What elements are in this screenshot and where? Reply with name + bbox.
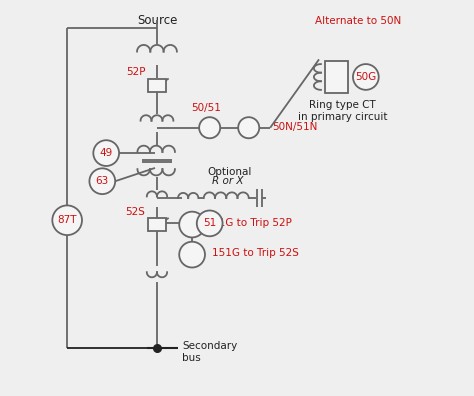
Bar: [148, 78, 165, 92]
Circle shape: [93, 140, 119, 166]
Bar: [148, 218, 165, 231]
Text: 50G: 50G: [355, 72, 376, 82]
Circle shape: [199, 117, 220, 138]
Text: 63: 63: [96, 176, 109, 186]
Text: Source: Source: [137, 15, 177, 27]
Text: Optional: Optional: [207, 167, 251, 177]
Circle shape: [353, 64, 379, 90]
Text: 49: 49: [100, 148, 113, 158]
Text: Secondary
bus: Secondary bus: [182, 341, 237, 363]
Circle shape: [90, 168, 115, 194]
Text: Alternate to 50N: Alternate to 50N: [315, 17, 401, 27]
Text: 51: 51: [203, 218, 216, 228]
Text: R or X: R or X: [212, 176, 243, 186]
Text: Ring type CT
in primary circuit: Ring type CT in primary circuit: [298, 101, 387, 122]
Text: 151G to Trip 52S: 151G to Trip 52S: [211, 248, 299, 259]
Circle shape: [238, 117, 259, 138]
Text: 52S: 52S: [126, 207, 146, 217]
Circle shape: [179, 212, 205, 238]
Text: 50N/51N: 50N/51N: [272, 122, 318, 132]
Bar: [325, 61, 348, 93]
Text: 52P: 52P: [126, 67, 145, 77]
Text: 51G to Trip 52P: 51G to Trip 52P: [211, 218, 292, 228]
Text: 87T: 87T: [57, 215, 77, 225]
Circle shape: [197, 211, 223, 236]
Text: 50/51: 50/51: [191, 103, 221, 113]
Circle shape: [179, 242, 205, 268]
Circle shape: [52, 206, 82, 235]
